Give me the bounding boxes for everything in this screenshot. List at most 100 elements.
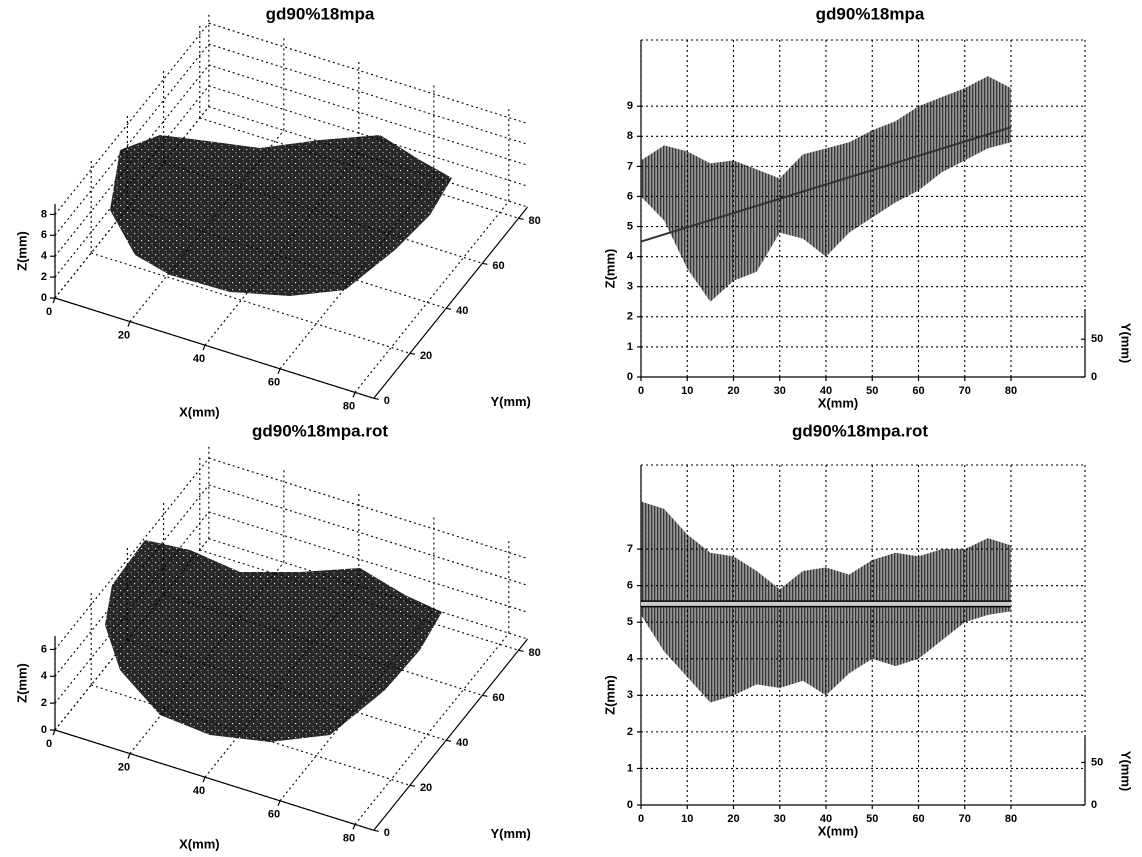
x-tick-label: 60	[912, 385, 924, 397]
grid-line	[163, 594, 483, 696]
chart-title: gd90%18mpa	[266, 4, 375, 23]
x-tick-label: 10	[681, 813, 693, 825]
z-tick-label: 2	[41, 271, 47, 283]
x-tick-label: 70	[959, 813, 971, 825]
grid-line	[208, 64, 528, 166]
grid-line	[54, 43, 210, 236]
grid-line	[129, 562, 285, 754]
grid-line	[279, 609, 435, 802]
tick-mark	[482, 694, 488, 697]
grid-line	[54, 22, 210, 215]
z-tick-label: 0	[41, 724, 47, 736]
grid-line	[208, 106, 528, 208]
tick-mark	[127, 753, 131, 759]
x-tick-label: 20	[118, 762, 130, 774]
y-tick-label: 0	[384, 827, 390, 839]
y-tick-label: 80	[529, 215, 541, 227]
y-axis-label: Y(mm)	[490, 394, 530, 409]
x-tick-label: 20	[118, 330, 130, 342]
y-tick-label: 0	[384, 395, 390, 407]
y-axis-label: Z(mm)	[602, 249, 617, 289]
x-tick-label: 80	[343, 400, 355, 412]
y-tick-label: 7	[627, 543, 633, 555]
grid-line	[129, 130, 285, 322]
y-axis	[373, 638, 529, 831]
tick-mark	[352, 392, 356, 398]
grid-line	[54, 511, 210, 704]
y-tick-label: 5	[627, 616, 633, 628]
tick-mark	[409, 352, 416, 355]
z-tick-label: 4	[41, 670, 48, 682]
grid-line	[199, 549, 519, 651]
x-axis-label: X(mm)	[179, 405, 219, 420]
x-tick-label: 80	[1005, 385, 1017, 397]
y-tick-label: 1	[627, 341, 633, 353]
y2-tick-label: 0	[1091, 371, 1097, 383]
grid-line	[54, 538, 210, 731]
x-tick-label: 30	[774, 813, 786, 825]
tick-mark	[409, 784, 416, 787]
tick-mark	[446, 739, 452, 742]
grid-line	[54, 106, 210, 299]
grid-line	[91, 252, 411, 354]
chart-title: gd90%18mpa	[816, 4, 925, 23]
grid-line	[208, 457, 528, 560]
tick-mark	[52, 729, 56, 736]
grid-line	[204, 585, 360, 778]
x-axis-label: X(mm)	[179, 837, 219, 852]
point-cloud	[110, 135, 452, 296]
tick-mark	[202, 776, 206, 783]
y-tick-label: 6	[627, 190, 633, 202]
grid-line	[354, 632, 510, 825]
x-tick-label: 40	[193, 353, 205, 365]
tick-mark	[446, 307, 452, 310]
point-cloud	[105, 540, 442, 742]
x-axis-label: X(mm)	[818, 823, 858, 838]
x-tick-label: 70	[959, 385, 971, 397]
y2-tick-label: 50	[1091, 756, 1103, 768]
grid-line	[208, 85, 528, 187]
y-tick-label: 20	[420, 782, 432, 794]
y-tick-label: 0	[627, 799, 633, 811]
y-tick-label: 40	[456, 305, 468, 317]
x-tick-label: 50	[866, 385, 878, 397]
grid-line	[199, 117, 519, 219]
x-tick-label: 40	[193, 785, 205, 797]
grid-line	[208, 538, 528, 640]
grid-line	[208, 43, 528, 145]
y2-axis-label: Y(mm)	[1119, 751, 1134, 791]
tick-mark	[202, 344, 206, 351]
grid-line	[54, 85, 210, 278]
grid-line	[91, 684, 411, 786]
y-tick-label: 3	[627, 689, 633, 701]
chart-title: gd90%18mpa.rot	[252, 421, 388, 440]
grid-line	[54, 484, 210, 677]
z-tick-label: 6	[41, 229, 47, 241]
y-tick-label: 40	[456, 737, 468, 749]
tick-mark	[277, 800, 281, 807]
x-tick-label: 30	[774, 385, 786, 397]
y-axis	[373, 206, 529, 399]
tick-mark	[373, 829, 379, 832]
tick-mark	[482, 262, 488, 265]
y-tick-label: 7	[627, 160, 633, 172]
x-tick-label: 80	[1005, 813, 1017, 825]
x-tick-label: 20	[727, 813, 739, 825]
x-tick-label: 50	[866, 813, 878, 825]
x-tick-label: 0	[638, 813, 644, 825]
tick-mark	[518, 217, 524, 220]
x-tick-label: 10	[681, 385, 693, 397]
grid-line	[204, 153, 360, 346]
y-tick-label: 80	[529, 647, 541, 659]
x-tick-label: 80	[343, 832, 355, 844]
y-tick-label: 9	[627, 100, 633, 112]
y2-tick-label: 0	[1091, 799, 1097, 811]
tick-mark	[277, 368, 281, 375]
x-tick-label: 40	[820, 385, 832, 397]
z-tick-label: 4	[41, 250, 48, 262]
x-axis-label: X(mm)	[818, 395, 858, 410]
x-tick-label: 0	[46, 738, 52, 750]
y-tick-label: 2	[627, 311, 633, 323]
grid-line	[127, 207, 447, 309]
